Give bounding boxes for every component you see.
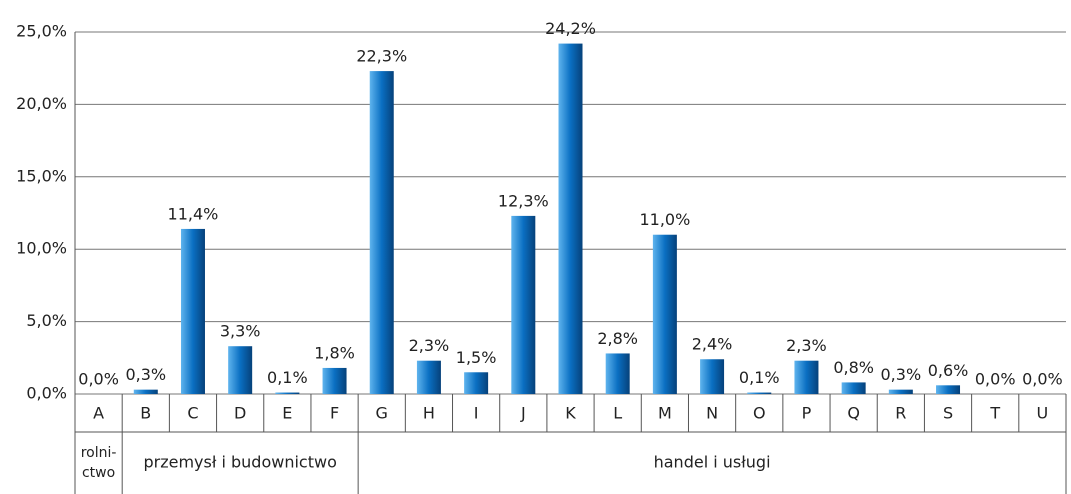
bar xyxy=(416,360,441,394)
group-label: ctwo xyxy=(82,465,115,481)
value-label: 1,5% xyxy=(456,348,497,367)
x-tick-label: L xyxy=(613,404,622,423)
x-tick-label: M xyxy=(658,404,672,423)
x-tick-label: G xyxy=(376,404,388,423)
value-label: 0,0% xyxy=(1022,370,1063,389)
bar xyxy=(888,389,913,394)
value-label: 0,3% xyxy=(881,365,922,384)
bar xyxy=(133,389,158,394)
value-label: 0,3% xyxy=(125,365,166,384)
y-tick-label: 15,0% xyxy=(16,166,67,185)
x-tick-label: C xyxy=(187,404,198,423)
value-label: 0,0% xyxy=(975,370,1016,389)
x-tick-label: D xyxy=(234,404,246,423)
x-tick-label: Q xyxy=(847,404,860,423)
x-tick-label: O xyxy=(753,404,766,423)
value-label: 0,6% xyxy=(928,361,969,380)
bar xyxy=(511,215,536,394)
value-label: 0,1% xyxy=(267,368,308,387)
group-label: rolni- xyxy=(81,445,117,461)
value-label: 11,4% xyxy=(168,204,219,223)
bar xyxy=(700,359,725,394)
group-label: handel i usługi xyxy=(654,453,771,472)
value-label: 3,3% xyxy=(220,322,261,341)
bar xyxy=(558,43,583,395)
x-tick-label: B xyxy=(140,404,151,423)
y-tick-label: 10,0% xyxy=(16,239,67,258)
x-tick-label: S xyxy=(943,404,953,423)
x-tick-label: T xyxy=(989,404,1000,423)
x-tick-label: A xyxy=(93,404,104,423)
y-tick-label: 20,0% xyxy=(16,94,67,113)
value-label: 0,1% xyxy=(739,368,780,387)
value-label: 2,3% xyxy=(409,336,450,355)
bar xyxy=(180,228,205,394)
bar xyxy=(841,382,866,394)
bar xyxy=(747,392,772,394)
value-label: 2,4% xyxy=(692,335,733,354)
x-tick-label: F xyxy=(330,404,339,423)
value-label: 0,0% xyxy=(78,370,119,389)
x-tick-label: P xyxy=(802,404,812,423)
group-label: przemysł i budownictwo xyxy=(143,453,336,472)
x-tick-label: U xyxy=(1037,404,1049,423)
x-tick-label: K xyxy=(565,404,576,423)
bar xyxy=(275,392,300,394)
y-tick-label: 25,0% xyxy=(16,22,67,41)
value-label: 12,3% xyxy=(498,191,549,210)
value-label: 1,8% xyxy=(314,343,355,362)
x-tick-label: R xyxy=(895,404,906,423)
x-tick-label: N xyxy=(706,404,718,423)
value-label: 11,0% xyxy=(639,210,690,229)
x-tick-label: I xyxy=(474,404,479,423)
bar xyxy=(369,71,394,394)
bar xyxy=(794,360,819,394)
bar xyxy=(936,385,961,394)
value-label: 24,2% xyxy=(545,19,596,38)
x-tick-label: E xyxy=(282,404,292,423)
y-tick-label: 0,0% xyxy=(26,384,67,403)
x-tick-label: J xyxy=(520,404,526,423)
bar xyxy=(322,367,347,394)
value-label: 22,3% xyxy=(356,47,407,66)
bar xyxy=(652,234,677,394)
bar xyxy=(464,372,489,394)
bar xyxy=(605,353,630,394)
y-tick-label: 5,0% xyxy=(26,311,67,330)
value-label: 0,8% xyxy=(833,358,874,377)
x-tick-label: H xyxy=(423,404,435,423)
value-label: 2,8% xyxy=(597,329,638,348)
value-label: 2,3% xyxy=(786,336,827,355)
bar xyxy=(228,346,253,394)
